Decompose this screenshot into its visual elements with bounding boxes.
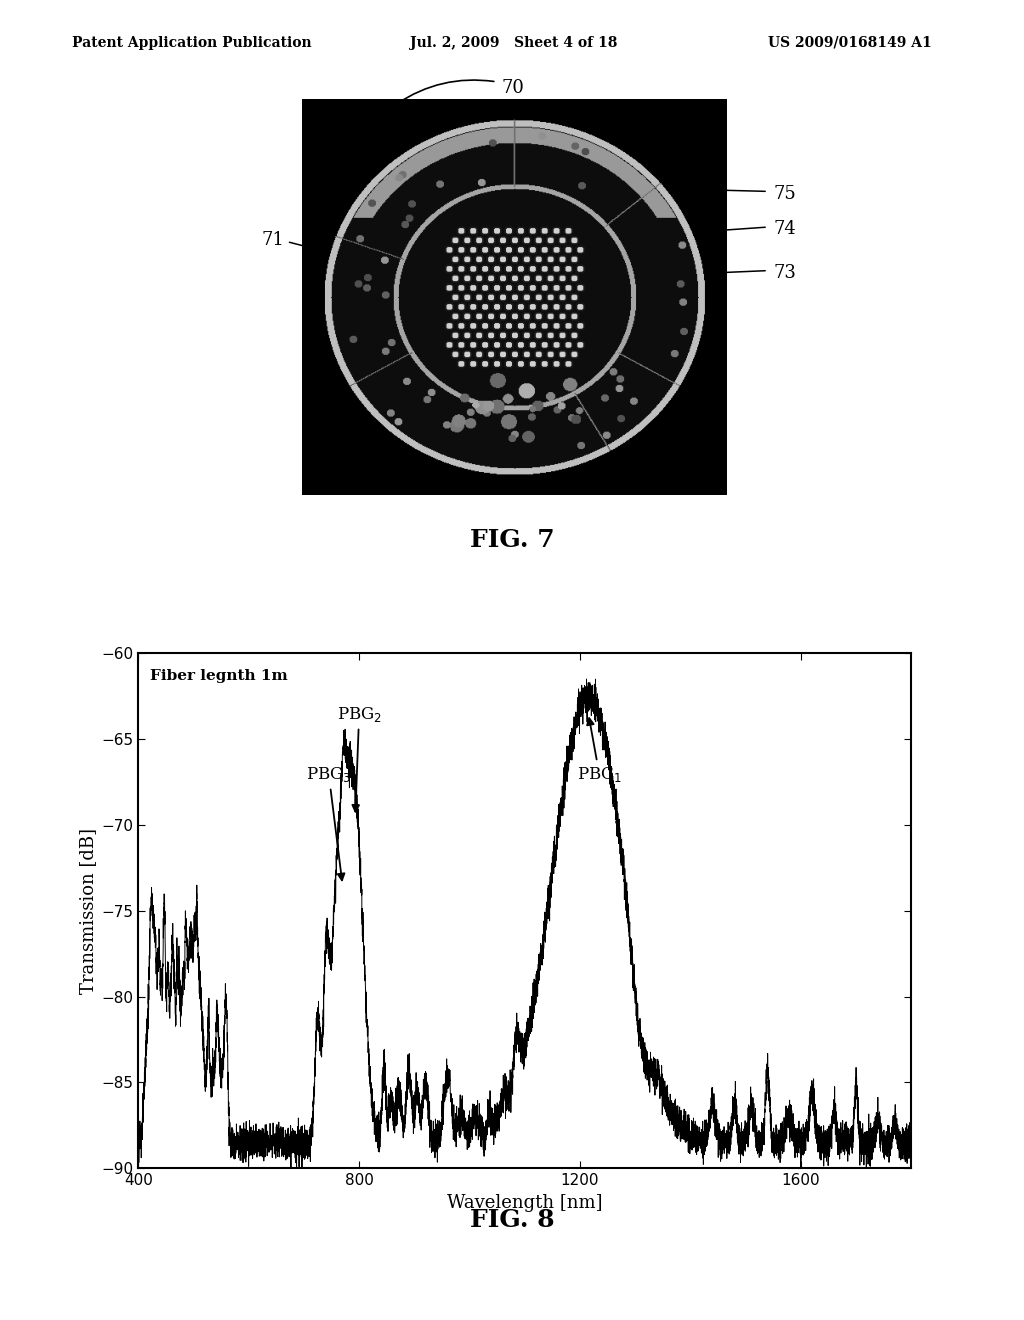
Text: FIG. 7: FIG. 7 (470, 528, 554, 552)
Text: 73: 73 (773, 264, 796, 282)
Text: 75: 75 (773, 185, 796, 203)
X-axis label: Wavelength [nm]: Wavelength [nm] (447, 1193, 602, 1212)
Text: 74: 74 (773, 220, 796, 239)
Text: PBG$_3$: PBG$_3$ (306, 766, 351, 880)
Text: FIG. 8: FIG. 8 (470, 1208, 554, 1232)
Text: Fiber legnth 1m: Fiber legnth 1m (150, 669, 288, 682)
Y-axis label: Transmission [dB]: Transmission [dB] (79, 828, 97, 994)
Text: PBG$_1$: PBG$_1$ (577, 718, 622, 784)
Text: US 2009/0168149 A1: US 2009/0168149 A1 (768, 36, 932, 50)
Text: 71: 71 (261, 231, 284, 249)
Text: 70: 70 (502, 79, 524, 98)
Text: Patent Application Publication: Patent Application Publication (72, 36, 311, 50)
Text: Jul. 2, 2009   Sheet 4 of 18: Jul. 2, 2009 Sheet 4 of 18 (410, 36, 617, 50)
Text: PBG$_2$: PBG$_2$ (337, 705, 382, 812)
